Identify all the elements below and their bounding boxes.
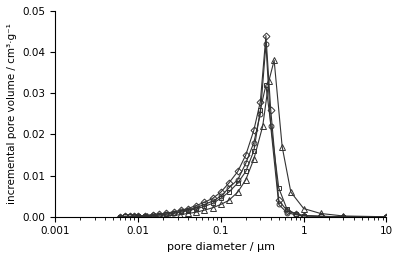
X-axis label: pore diameter / μm: pore diameter / μm (167, 242, 275, 252)
Y-axis label: incremental pore volume / cm³·g⁻¹: incremental pore volume / cm³·g⁻¹ (7, 23, 17, 204)
